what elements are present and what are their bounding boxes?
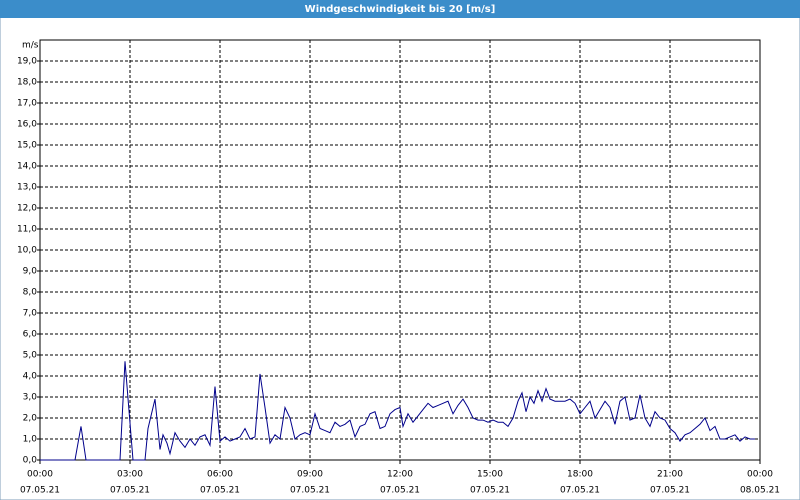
y-tick-label: 14,0 (17, 162, 37, 172)
y-tick-label: 6,0 (23, 330, 38, 340)
y-tick-label: 17,0 (17, 99, 37, 109)
y-tick-label: 4,0 (23, 372, 38, 382)
x-tick-label: 06:00 (207, 470, 233, 480)
x-tick-label: 00:00 (27, 470, 53, 480)
y-tick-label: 5,0 (23, 351, 38, 361)
y-tick-label: 13,0 (17, 183, 37, 193)
x-tick-date: 07.05.21 (110, 486, 150, 496)
title-bar (0, 0, 800, 18)
y-tick-label: 15,0 (17, 141, 37, 151)
y-tick-label: 1,0 (23, 435, 38, 445)
chart-title: Windgeschwindigkeit bis 20 [m/s] (305, 4, 496, 15)
y-tick-label: 3,0 (23, 393, 38, 403)
x-tick-label: 15:00 (477, 470, 503, 480)
y-tick-label: 8,0 (23, 288, 38, 298)
x-tick-label: 18:00 (567, 470, 593, 480)
x-tick-date: 07.05.21 (290, 486, 330, 496)
y-tick-label: 2,0 (23, 414, 38, 424)
x-tick-date: 07.05.21 (380, 486, 420, 496)
x-tick-label: 03:00 (117, 470, 143, 480)
y-tick-label: 9,0 (23, 267, 38, 277)
y-tick-label: 11,0 (17, 225, 37, 235)
y-tick-label: 19,0 (17, 57, 37, 67)
x-tick-label: 00:00 (747, 470, 773, 480)
x-tick-label: 09:00 (297, 470, 323, 480)
y-tick-label: 18,0 (17, 78, 37, 88)
y-axis-unit: m/s (22, 41, 39, 51)
y-tick-label: 12,0 (17, 204, 37, 214)
x-tick-label: 21:00 (657, 470, 683, 480)
data-line (40, 361, 755, 461)
x-tick-date: 07.05.21 (470, 486, 510, 496)
y-tick-label: 16,0 (17, 120, 37, 130)
plot-frame (39, 39, 761, 461)
y-tick-label: 0,0 (23, 456, 38, 466)
x-tick-date: 07.05.21 (200, 486, 240, 496)
y-tick-label: 10,0 (17, 246, 37, 256)
x-tick-date: 07.05.21 (20, 486, 60, 496)
x-tick-date: 07.05.21 (650, 486, 690, 496)
x-tick-label: 12:00 (387, 470, 413, 480)
y-tick-label: 7,0 (23, 309, 38, 319)
x-tick-date: 07.05.21 (560, 486, 600, 496)
x-tick-date: 08.05.21 (740, 486, 780, 496)
